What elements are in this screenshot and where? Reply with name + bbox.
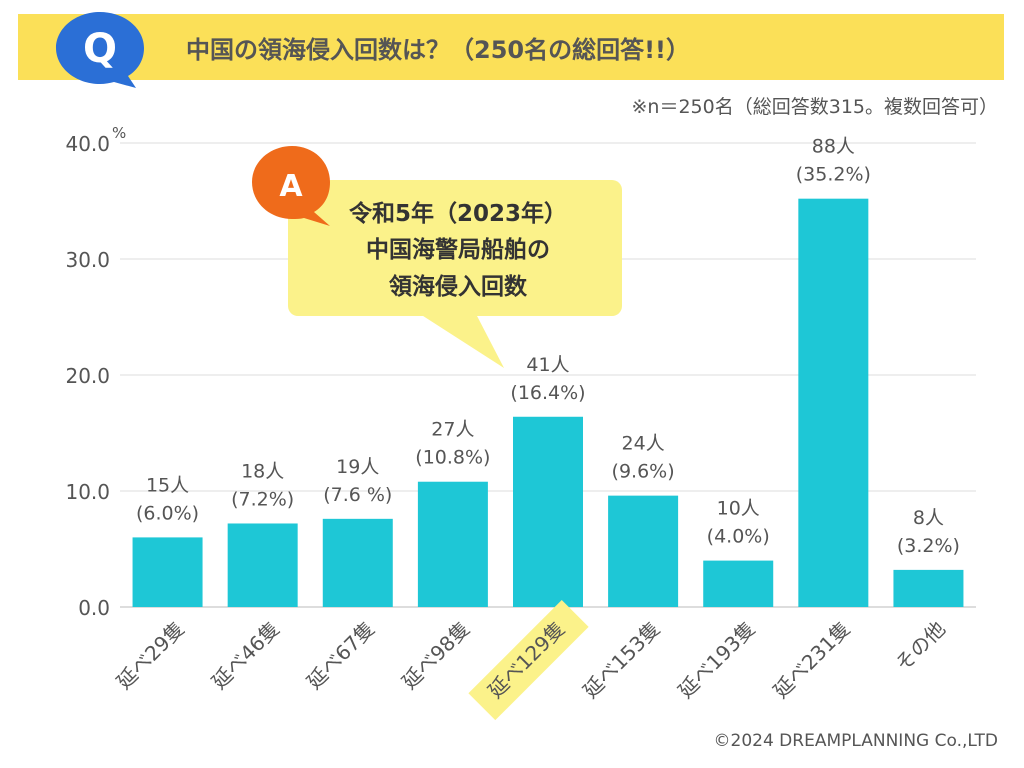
y-tick-label: 40.0 <box>65 132 110 156</box>
bar-percent-label: (7.6 %) <box>323 484 392 506</box>
bar-percent-label: (3.2%) <box>897 535 960 557</box>
y-tick-label: 20.0 <box>65 364 110 388</box>
y-tick-label: 10.0 <box>65 480 110 504</box>
callout-pointer <box>420 314 504 368</box>
answer-badge <box>252 146 330 226</box>
bar-6 <box>608 495 679 607</box>
x-tick-label: 延べ67隻 <box>302 617 379 694</box>
bar-8 <box>798 198 869 607</box>
answer-mark: A <box>279 169 303 204</box>
x-tick-label: 延べ29隻 <box>112 617 189 694</box>
bar-count-label: 18人 <box>241 460 284 482</box>
header-band <box>18 14 1004 80</box>
highlight-box <box>468 599 589 721</box>
x-tick-label: 延べ46隻 <box>207 617 284 694</box>
bar-4 <box>417 481 488 607</box>
copyright: ©2024 DREAMPLANNING Co.,LTD <box>713 731 998 751</box>
x-tick-label: 延べ129隻 <box>483 617 569 703</box>
bar-percent-label: (7.2%) <box>231 488 294 510</box>
bar-3 <box>322 518 393 607</box>
bar-count-label: 10人 <box>717 498 760 520</box>
bar-percent-label: (16.4%) <box>510 382 585 404</box>
bar-1 <box>132 537 203 607</box>
bar-2 <box>227 523 298 607</box>
answer-callout <box>288 180 622 316</box>
y-tick-label: 0.0 <box>78 596 110 620</box>
x-tick-label: その他 <box>891 617 950 676</box>
answer-line-2: 中国海警局船舶の <box>366 236 550 263</box>
x-tick-label: 延べ231隻 <box>768 617 854 703</box>
sample-note: ※n＝250名（総回答数315。複数回答可） <box>631 96 999 118</box>
bar-5 <box>513 416 583 607</box>
bar-count-label: 15人 <box>146 474 189 496</box>
y-tick-label: 30.0 <box>65 248 110 272</box>
bar-percent-label: (35.2%) <box>796 164 871 186</box>
x-tick-label: 延べ153隻 <box>578 617 664 703</box>
bar-count-label: 41人 <box>526 354 569 376</box>
y-unit-label: % <box>112 124 126 142</box>
bar-count-label: 8人 <box>913 507 944 529</box>
bar-9 <box>893 569 964 607</box>
bar-percent-label: (10.8%) <box>415 447 490 469</box>
bar-count-label: 27人 <box>431 419 474 441</box>
bar-count-label: 88人 <box>812 136 855 158</box>
bar-percent-label: (9.6%) <box>612 461 675 483</box>
question-badge-shape <box>56 12 144 88</box>
page-title: 中国の領海侵入回数は？（250名の総回答!!） <box>186 36 690 64</box>
bar-7 <box>703 560 774 607</box>
question-mark: Q <box>83 26 117 72</box>
bar-percent-label: (6.0%) <box>136 502 199 524</box>
bar-count-label: 24人 <box>622 433 665 455</box>
bar-percent-label: (4.0%) <box>707 526 770 548</box>
x-tick-label: 延べ98隻 <box>397 617 474 694</box>
bar-count-label: 19人 <box>336 456 379 478</box>
answer-line-3: 領海侵入回数 <box>389 273 528 300</box>
answer-line-1: 令和5年（2023年） <box>349 200 567 227</box>
x-tick-label: 延べ193隻 <box>673 617 759 703</box>
question-badge: Q <box>56 12 144 88</box>
